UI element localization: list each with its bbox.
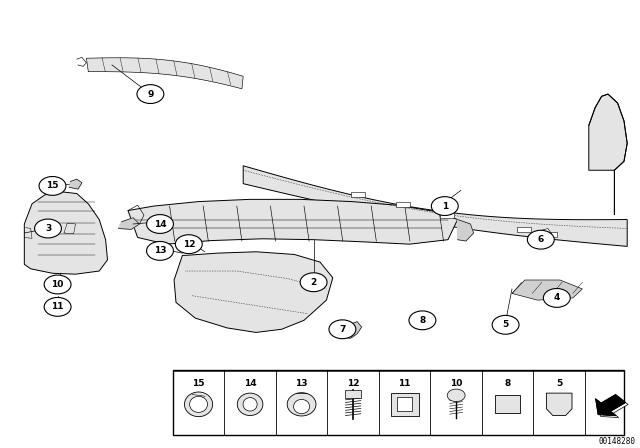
Bar xyxy=(351,192,365,197)
Polygon shape xyxy=(589,94,627,215)
Text: 8: 8 xyxy=(419,316,426,325)
Text: 5: 5 xyxy=(556,379,563,388)
Polygon shape xyxy=(24,192,108,274)
Text: 15: 15 xyxy=(46,181,59,190)
Circle shape xyxy=(492,315,519,334)
Text: 00148280: 00148280 xyxy=(598,437,636,446)
Circle shape xyxy=(147,215,173,233)
Polygon shape xyxy=(243,166,627,246)
Text: 3: 3 xyxy=(45,224,51,233)
Polygon shape xyxy=(415,317,430,329)
Polygon shape xyxy=(69,179,82,189)
Circle shape xyxy=(431,197,458,215)
Text: 9: 9 xyxy=(147,90,154,99)
Bar xyxy=(346,390,361,398)
Circle shape xyxy=(137,85,164,103)
Text: 14: 14 xyxy=(154,220,166,228)
Polygon shape xyxy=(596,394,625,416)
Text: 13: 13 xyxy=(154,246,166,255)
Bar xyxy=(440,212,454,218)
Circle shape xyxy=(300,273,327,292)
Polygon shape xyxy=(512,280,582,300)
Circle shape xyxy=(147,241,173,260)
Text: 14: 14 xyxy=(244,379,257,388)
Polygon shape xyxy=(598,396,628,418)
Text: 1: 1 xyxy=(442,202,448,211)
Polygon shape xyxy=(128,199,458,244)
Circle shape xyxy=(527,230,554,249)
Circle shape xyxy=(329,320,356,339)
Text: 10: 10 xyxy=(51,280,64,289)
Bar xyxy=(517,227,531,232)
Circle shape xyxy=(175,235,202,254)
Polygon shape xyxy=(596,394,625,416)
Bar xyxy=(396,202,410,207)
Text: 10: 10 xyxy=(450,379,462,388)
Circle shape xyxy=(35,219,61,238)
Ellipse shape xyxy=(243,398,257,411)
Text: 12: 12 xyxy=(182,240,195,249)
Polygon shape xyxy=(538,228,552,240)
Polygon shape xyxy=(458,220,474,241)
Text: 13: 13 xyxy=(295,379,308,388)
Circle shape xyxy=(44,297,71,316)
Bar xyxy=(495,396,520,413)
Polygon shape xyxy=(118,218,140,229)
Polygon shape xyxy=(339,322,362,338)
Bar xyxy=(173,370,624,435)
Ellipse shape xyxy=(294,400,310,414)
Text: 12: 12 xyxy=(347,379,360,388)
Circle shape xyxy=(39,177,66,195)
Circle shape xyxy=(44,275,71,294)
Polygon shape xyxy=(174,252,333,332)
Circle shape xyxy=(409,311,436,330)
Ellipse shape xyxy=(189,396,207,412)
Ellipse shape xyxy=(287,392,316,416)
Circle shape xyxy=(543,289,570,307)
Text: 2: 2 xyxy=(310,278,317,287)
Text: 15: 15 xyxy=(192,379,205,388)
Ellipse shape xyxy=(184,392,212,417)
Text: 6: 6 xyxy=(538,235,544,244)
Polygon shape xyxy=(86,58,243,89)
Circle shape xyxy=(447,389,465,401)
Text: 5: 5 xyxy=(502,320,509,329)
Text: 8: 8 xyxy=(504,379,511,388)
Bar xyxy=(390,393,419,416)
Ellipse shape xyxy=(237,393,263,416)
Text: 7: 7 xyxy=(339,325,346,334)
Text: 11: 11 xyxy=(51,302,64,311)
Text: 4: 4 xyxy=(554,293,560,302)
Polygon shape xyxy=(547,393,572,416)
Bar xyxy=(543,232,557,237)
Text: 11: 11 xyxy=(398,379,411,388)
Bar xyxy=(397,397,412,411)
